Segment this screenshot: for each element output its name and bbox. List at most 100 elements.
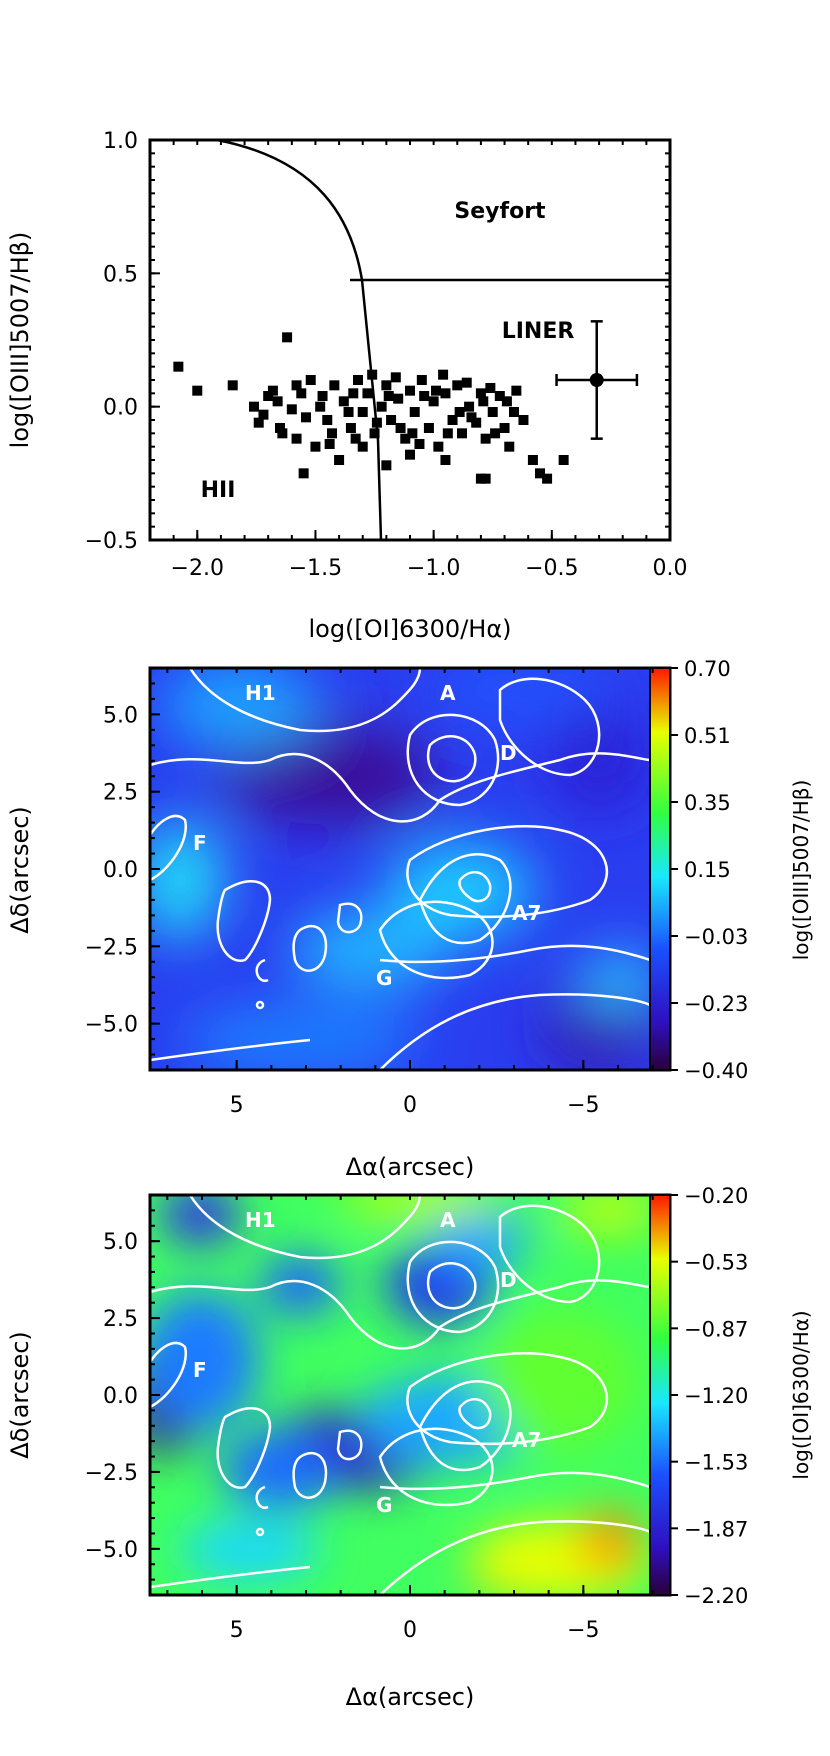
colorbar-tick-label: −0.23	[684, 992, 748, 1016]
data-point	[381, 380, 392, 391]
y-axis-label-3: Δδ(arcsec)	[6, 1331, 34, 1459]
data-point	[490, 428, 501, 439]
colorbar-tick-label: 0.35	[684, 791, 731, 815]
data-point	[357, 441, 368, 452]
y-ticks-2: 5.0 2.5 0.0 −2.5 −5.0	[85, 682, 160, 1056]
data-point	[334, 455, 345, 465]
x-tick-label: −0.5	[525, 556, 578, 581]
colorbar-tick-label: −1.20	[684, 1384, 748, 1408]
y-tick-label: 5.0	[103, 703, 138, 728]
map2-label-g: G	[376, 1493, 392, 1517]
hii-boundary-curve	[216, 138, 383, 541]
data-point	[315, 401, 326, 412]
data-point	[485, 383, 496, 393]
map2-label-d: D	[500, 1268, 517, 1292]
y-tick-label: 1.0	[103, 129, 138, 154]
data-point	[348, 388, 359, 399]
data-point	[329, 380, 340, 391]
map1-label-h1: H1	[245, 681, 276, 705]
x-axis-label-1: log([OI]6300/Hα)	[308, 615, 511, 643]
colorbar-label-1: log([OIII]5007/Hβ)	[789, 780, 813, 961]
data-point	[433, 441, 444, 452]
data-point	[267, 385, 278, 396]
map-image-2	[150, 1195, 650, 1595]
data-point	[350, 433, 361, 444]
data-point	[440, 388, 451, 399]
data-point	[509, 407, 519, 417]
y-tick-label: 2.5	[103, 781, 138, 806]
data-point	[480, 433, 491, 444]
colorbar-tick-label: −0.40	[684, 1059, 748, 1083]
data-point	[504, 441, 515, 452]
data-point	[376, 401, 387, 412]
data-point	[263, 391, 274, 401]
data-point	[438, 369, 449, 380]
y-axis-label-1: log([OIII]5007/Hβ)	[6, 232, 34, 449]
x-ticks-1: −2.0 −1.5 −1.0 −0.5 0.0	[171, 140, 688, 581]
data-point	[353, 375, 363, 385]
x-tick-label: 5	[230, 1618, 244, 1643]
data-point	[371, 417, 382, 428]
data-point	[409, 407, 420, 417]
y-tick-label: 0.5	[103, 262, 138, 287]
data-point	[457, 428, 467, 439]
colorbar-tick-label: −1.87	[684, 1517, 748, 1541]
data-point	[249, 401, 259, 412]
data-point	[416, 375, 427, 385]
region-label-liner: LINER	[502, 319, 575, 344]
panel-diagnostic: −2.0 −1.5 −1.0 −0.5 0.0 1.0 0.5 0.0 −0.5 Seyfor…	[6, 129, 688, 643]
y-tick-label: −5.0	[85, 1013, 138, 1038]
region-label-hii: HII	[201, 478, 236, 503]
data-point	[461, 377, 472, 388]
y-tick-label: 0.0	[103, 396, 138, 421]
data-point	[291, 380, 302, 391]
data-point	[419, 391, 430, 401]
data-point	[381, 460, 392, 471]
data-point	[501, 396, 512, 407]
x-axis-label-2: Δα(arcsec)	[346, 1153, 475, 1181]
data-point	[499, 423, 510, 433]
map1-label-d: D	[500, 741, 517, 765]
colorbar-tick-label: −2.20	[684, 1584, 748, 1608]
y-axis-label-2: Δδ(arcsec)	[6, 806, 34, 934]
colorbar-tick-label: 0.70	[684, 657, 731, 681]
data-point	[454, 407, 465, 417]
x-ticks-3: 5 0 −5	[166, 1195, 654, 1643]
data-point	[369, 428, 380, 439]
colorbar-tick-label: −0.53	[684, 1251, 748, 1275]
data-point	[405, 385, 415, 396]
errorbar-point	[589, 373, 604, 387]
contours-1	[150, 668, 650, 1070]
data-point	[478, 396, 489, 407]
contours-2	[150, 1195, 650, 1595]
data-point	[471, 417, 482, 428]
colorbar-label-2: log([OI]6300/Hα)	[789, 1310, 813, 1479]
y-tick-label: 5.0	[103, 1230, 138, 1255]
data-point	[291, 433, 302, 444]
x-ticks-2: 5 0 −5	[166, 668, 654, 1118]
panel-map-oiii: H1 A D F A7 G 5 0 −5 5.0 2.5 0.0 −2.5 −5.0 0.7…	[6, 657, 813, 1181]
map1-label-g: G	[376, 966, 392, 990]
data-point	[464, 401, 475, 412]
data-point	[227, 380, 238, 391]
data-point	[535, 468, 545, 479]
data-point	[362, 388, 373, 399]
data-point	[405, 449, 415, 460]
colorbar-tick-label: −0.87	[684, 1317, 748, 1341]
y-tick-label: −5.0	[85, 1538, 138, 1563]
y-tick-label: −0.5	[85, 529, 138, 554]
data-point	[345, 423, 356, 433]
error-bar	[555, 320, 639, 440]
map2-label-a7: A7	[512, 1428, 541, 1452]
x-tick-label: −1.0	[407, 556, 460, 581]
colorbar-tick-label: 0.15	[684, 858, 731, 882]
data-point	[480, 473, 491, 484]
data-point	[286, 404, 297, 415]
x-tick-label: −2.0	[171, 556, 224, 581]
x-axis-label-3: Δα(arcsec)	[346, 1683, 475, 1711]
data-point	[542, 473, 553, 484]
panel-map-oi: H1 A D F A7 G 5 0 −5 5.0 2.5 0.0 −2.5 −5.0 −0.…	[6, 1184, 813, 1711]
data-point	[272, 396, 283, 407]
data-point	[343, 407, 354, 417]
